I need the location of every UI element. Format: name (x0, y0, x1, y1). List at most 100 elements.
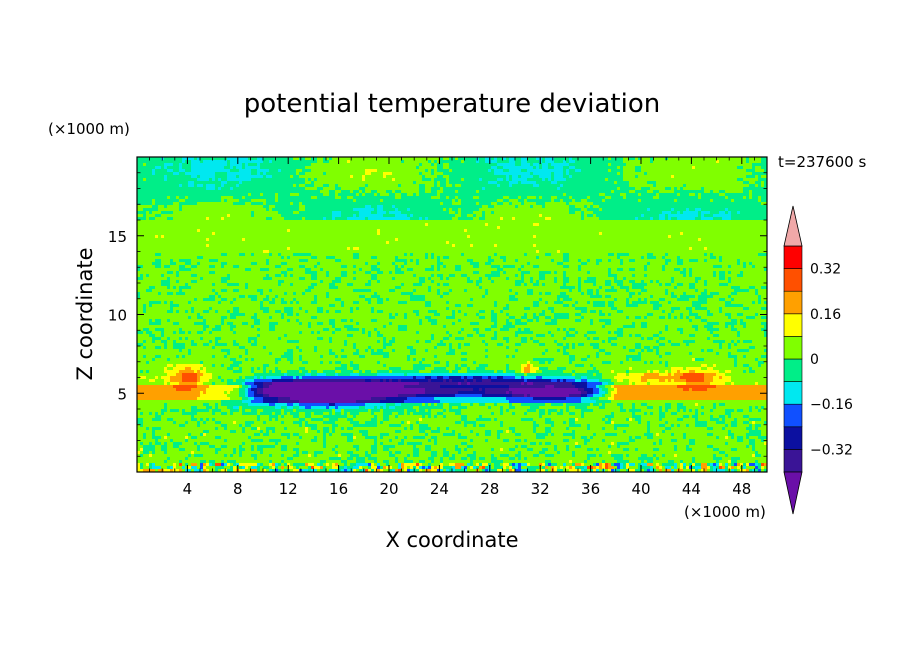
field-cell (761, 364, 767, 368)
field-cell (443, 283, 450, 287)
field-cell (449, 307, 504, 311)
field-cell (755, 166, 762, 170)
field-cell (299, 448, 333, 452)
field-cell (359, 187, 366, 191)
field-cell (191, 340, 195, 344)
field-cell (434, 415, 438, 419)
field-cell (326, 217, 333, 221)
field-cell (434, 160, 438, 164)
field-cell (455, 364, 459, 368)
field-cell (161, 214, 228, 218)
field-cell (611, 343, 618, 347)
field-cell (611, 370, 615, 374)
field-cell (689, 268, 693, 272)
field-cell (332, 337, 384, 341)
field-cell (263, 385, 270, 389)
field-cell (680, 256, 711, 260)
field-cell (464, 313, 468, 317)
field-cell (485, 340, 507, 344)
field-cell (635, 436, 642, 440)
field-cell (734, 409, 738, 413)
field-cell (509, 199, 519, 203)
field-cell (605, 280, 612, 284)
field-cell (293, 433, 300, 437)
field-cell (620, 286, 630, 290)
field-cell (263, 394, 270, 398)
field-cell (692, 301, 708, 305)
field-cell (383, 337, 387, 341)
field-cell (218, 403, 222, 407)
field-cell (692, 388, 708, 392)
field-cell (299, 442, 324, 446)
field-cell (341, 214, 354, 218)
field-cell (629, 268, 636, 272)
field-cell (575, 376, 582, 380)
field-cell (245, 283, 249, 287)
field-cell (536, 181, 552, 185)
field-cell (761, 295, 767, 299)
field-cell (299, 376, 303, 380)
field-cell (509, 298, 519, 302)
field-cell (467, 235, 471, 239)
field-cell (488, 259, 495, 263)
field-cell (155, 415, 162, 419)
field-cell (371, 310, 375, 314)
field-cell (203, 364, 213, 368)
field-cell (545, 343, 558, 347)
field-cell (740, 331, 765, 335)
field-cell (617, 283, 624, 287)
field-cell (731, 328, 738, 332)
field-cell (296, 298, 315, 302)
field-cell (254, 313, 258, 317)
field-cell (368, 457, 378, 461)
field-cell (305, 406, 312, 410)
field-cell (167, 382, 171, 386)
field-cell (335, 361, 342, 365)
field-cell (452, 169, 489, 173)
field-cell (221, 277, 231, 281)
field-cell (215, 406, 219, 410)
field-cell (491, 418, 495, 422)
field-cell (164, 346, 168, 350)
field-cell (353, 253, 360, 257)
field-cell (362, 175, 366, 179)
field-cell (671, 439, 678, 443)
field-cell (653, 349, 657, 353)
field-cell (155, 253, 162, 257)
field-cell (509, 184, 513, 188)
field-cell (446, 325, 492, 329)
field-cell (698, 325, 705, 329)
field-cell (758, 409, 762, 413)
field-cell (647, 337, 654, 341)
field-cell (410, 424, 414, 428)
field-cell (197, 298, 204, 302)
field-cell (467, 457, 471, 461)
field-cell (269, 352, 273, 356)
field-cell (437, 265, 441, 269)
field-cell (479, 316, 486, 320)
field-cell (443, 172, 495, 176)
field-cell (644, 433, 654, 437)
field-cell (725, 274, 738, 278)
field-cell (434, 169, 438, 173)
field-cell (641, 352, 657, 356)
field-cell (629, 292, 636, 296)
field-cell (311, 256, 318, 260)
field-cell (590, 364, 594, 368)
field-cell (446, 343, 450, 347)
field-cell (515, 331, 534, 335)
field-cell (167, 364, 174, 368)
field-cell (500, 256, 507, 260)
field-cell (683, 259, 690, 263)
field-cell (335, 298, 342, 302)
field-cell (563, 301, 576, 305)
field-cell (707, 310, 711, 314)
field-cell (407, 214, 411, 218)
field-cell (278, 169, 282, 173)
field-cell (746, 262, 750, 266)
field-cell (692, 268, 765, 272)
field-cell (380, 268, 396, 272)
field-cell (503, 259, 507, 263)
field-cell (350, 160, 402, 164)
field-cell (329, 412, 333, 416)
